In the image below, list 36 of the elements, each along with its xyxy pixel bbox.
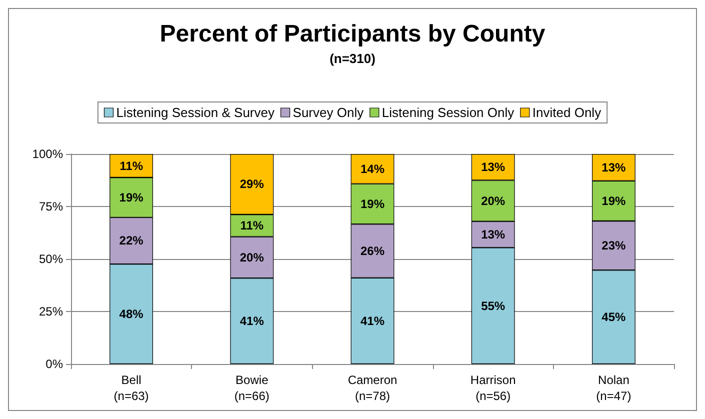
data-label: 13% (481, 160, 506, 174)
legend-label: Listening Session Only (382, 105, 515, 120)
x-tick-label: Harrison (n=56) (470, 373, 516, 403)
data-label: 11% (120, 158, 144, 173)
legend-label: Invited Only (532, 105, 602, 120)
x-tick-label: Bowie (n=66) (234, 373, 270, 403)
data-label: 20% (481, 194, 506, 208)
chart-title: Percent of Participants by County (160, 20, 546, 48)
legend-label: Listening Session & Survey (116, 105, 275, 120)
data-label: 22% (119, 234, 144, 248)
data-label: 19% (119, 190, 144, 204)
data-label: 13% (481, 228, 506, 242)
y-tick-label: 0% (46, 357, 64, 371)
data-label: 48% (119, 307, 144, 322)
data-label: 29% (240, 177, 264, 192)
y-tick-label: 100% (32, 147, 64, 161)
data-label: 26% (360, 244, 385, 258)
legend-label: Survey Only (292, 105, 364, 120)
data-label: 41% (360, 314, 385, 328)
x-tick-label: Cameron (n=78) (348, 373, 398, 403)
x-tick-label: Bell (n=63) (114, 373, 149, 403)
data-label: 20% (240, 250, 264, 264)
data-label: 11% (240, 218, 264, 233)
y-tick-label: 25% (38, 304, 64, 318)
data-label: 13% (602, 160, 626, 174)
x-tick-label: Nolan (n=47) (596, 373, 632, 403)
data-label: 45% (602, 310, 626, 324)
y-tick-label: 75% (38, 200, 64, 214)
y-tick-label: 50% (38, 252, 64, 266)
chart-subtitle: (n=310) (330, 51, 376, 66)
data-label: 23% (602, 238, 626, 253)
data-label: 41% (240, 314, 264, 328)
data-label: 14% (360, 162, 385, 176)
data-label: 19% (360, 196, 385, 211)
data-label: 19% (602, 194, 626, 208)
data-label: 55% (481, 298, 506, 313)
